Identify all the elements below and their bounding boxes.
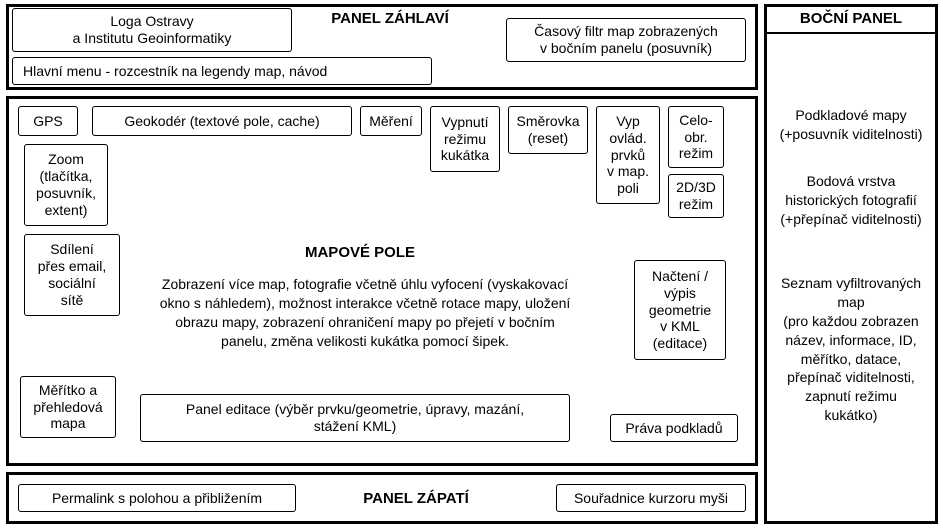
header-time-filter: Časový filtr map zobrazenýchv bočním pan… (506, 18, 746, 62)
map-fullscreen: Celo-obr.režim (668, 106, 724, 168)
header-main-menu: Hlavní menu - rozcestník na legendy map,… (12, 57, 432, 85)
footer-permalink: Permalink s polohou a přibližením (18, 484, 296, 512)
map-rights: Práva podkladů (610, 414, 738, 442)
sidebar-region (764, 4, 938, 524)
wireframe-canvas: PANEL ZÁHLAVÍ Loga Ostravya Institutu Ge… (0, 0, 943, 531)
header-logos: Loga Ostravya Institutu Geoinformatiky (12, 8, 292, 52)
map-scale-overview: Měřítko apřehledovámapa (20, 376, 116, 438)
map-compass-reset: Směrovka(reset) (508, 106, 588, 154)
map-kml-load: Načtení /výpisgeometriev KML(editace) (634, 260, 726, 360)
footer-cursor-coords: Souřadnice kurzoru myši (556, 484, 746, 512)
sidebar-divider (767, 32, 935, 34)
sidebar-point-layer: Bodová vrstvahistorických fotografií(+př… (770, 172, 932, 229)
header-title: PANEL ZÁHLAVÍ (300, 10, 480, 27)
sidebar-filtered-list: Seznam vyfiltrovanýchmap(pro každou zobr… (770, 274, 932, 425)
map-share: Sdílenípřes email,sociálnísítě (24, 234, 120, 316)
map-gps: GPS (18, 106, 78, 136)
map-zoom: Zoom(tlačítka,posuvník,extent) (24, 144, 108, 226)
footer-title: PANEL ZÁPATÍ (336, 490, 496, 507)
map-title: MAPOVÉ POLE (260, 244, 460, 261)
map-description: Zobrazení více map, fotografie včetně úh… (130, 275, 600, 351)
sidebar-title: BOČNÍ PANEL (770, 10, 932, 27)
map-measure: Měření (360, 106, 422, 136)
map-controls-off: Vypovlád.prvkův map.poli (596, 106, 660, 204)
map-2d3d: 2D/3Drežim (668, 174, 724, 218)
map-geocoder: Geokodér (textové pole, cache) (92, 106, 352, 136)
sidebar-base-maps: Podkladové mapy(+posuvník viditelnosti) (770, 106, 932, 144)
map-edit-panel: Panel editace (výběr prvku/geometrie, úp… (140, 394, 570, 442)
map-peephole-off: Vypnutírežimukukátka (430, 106, 500, 172)
